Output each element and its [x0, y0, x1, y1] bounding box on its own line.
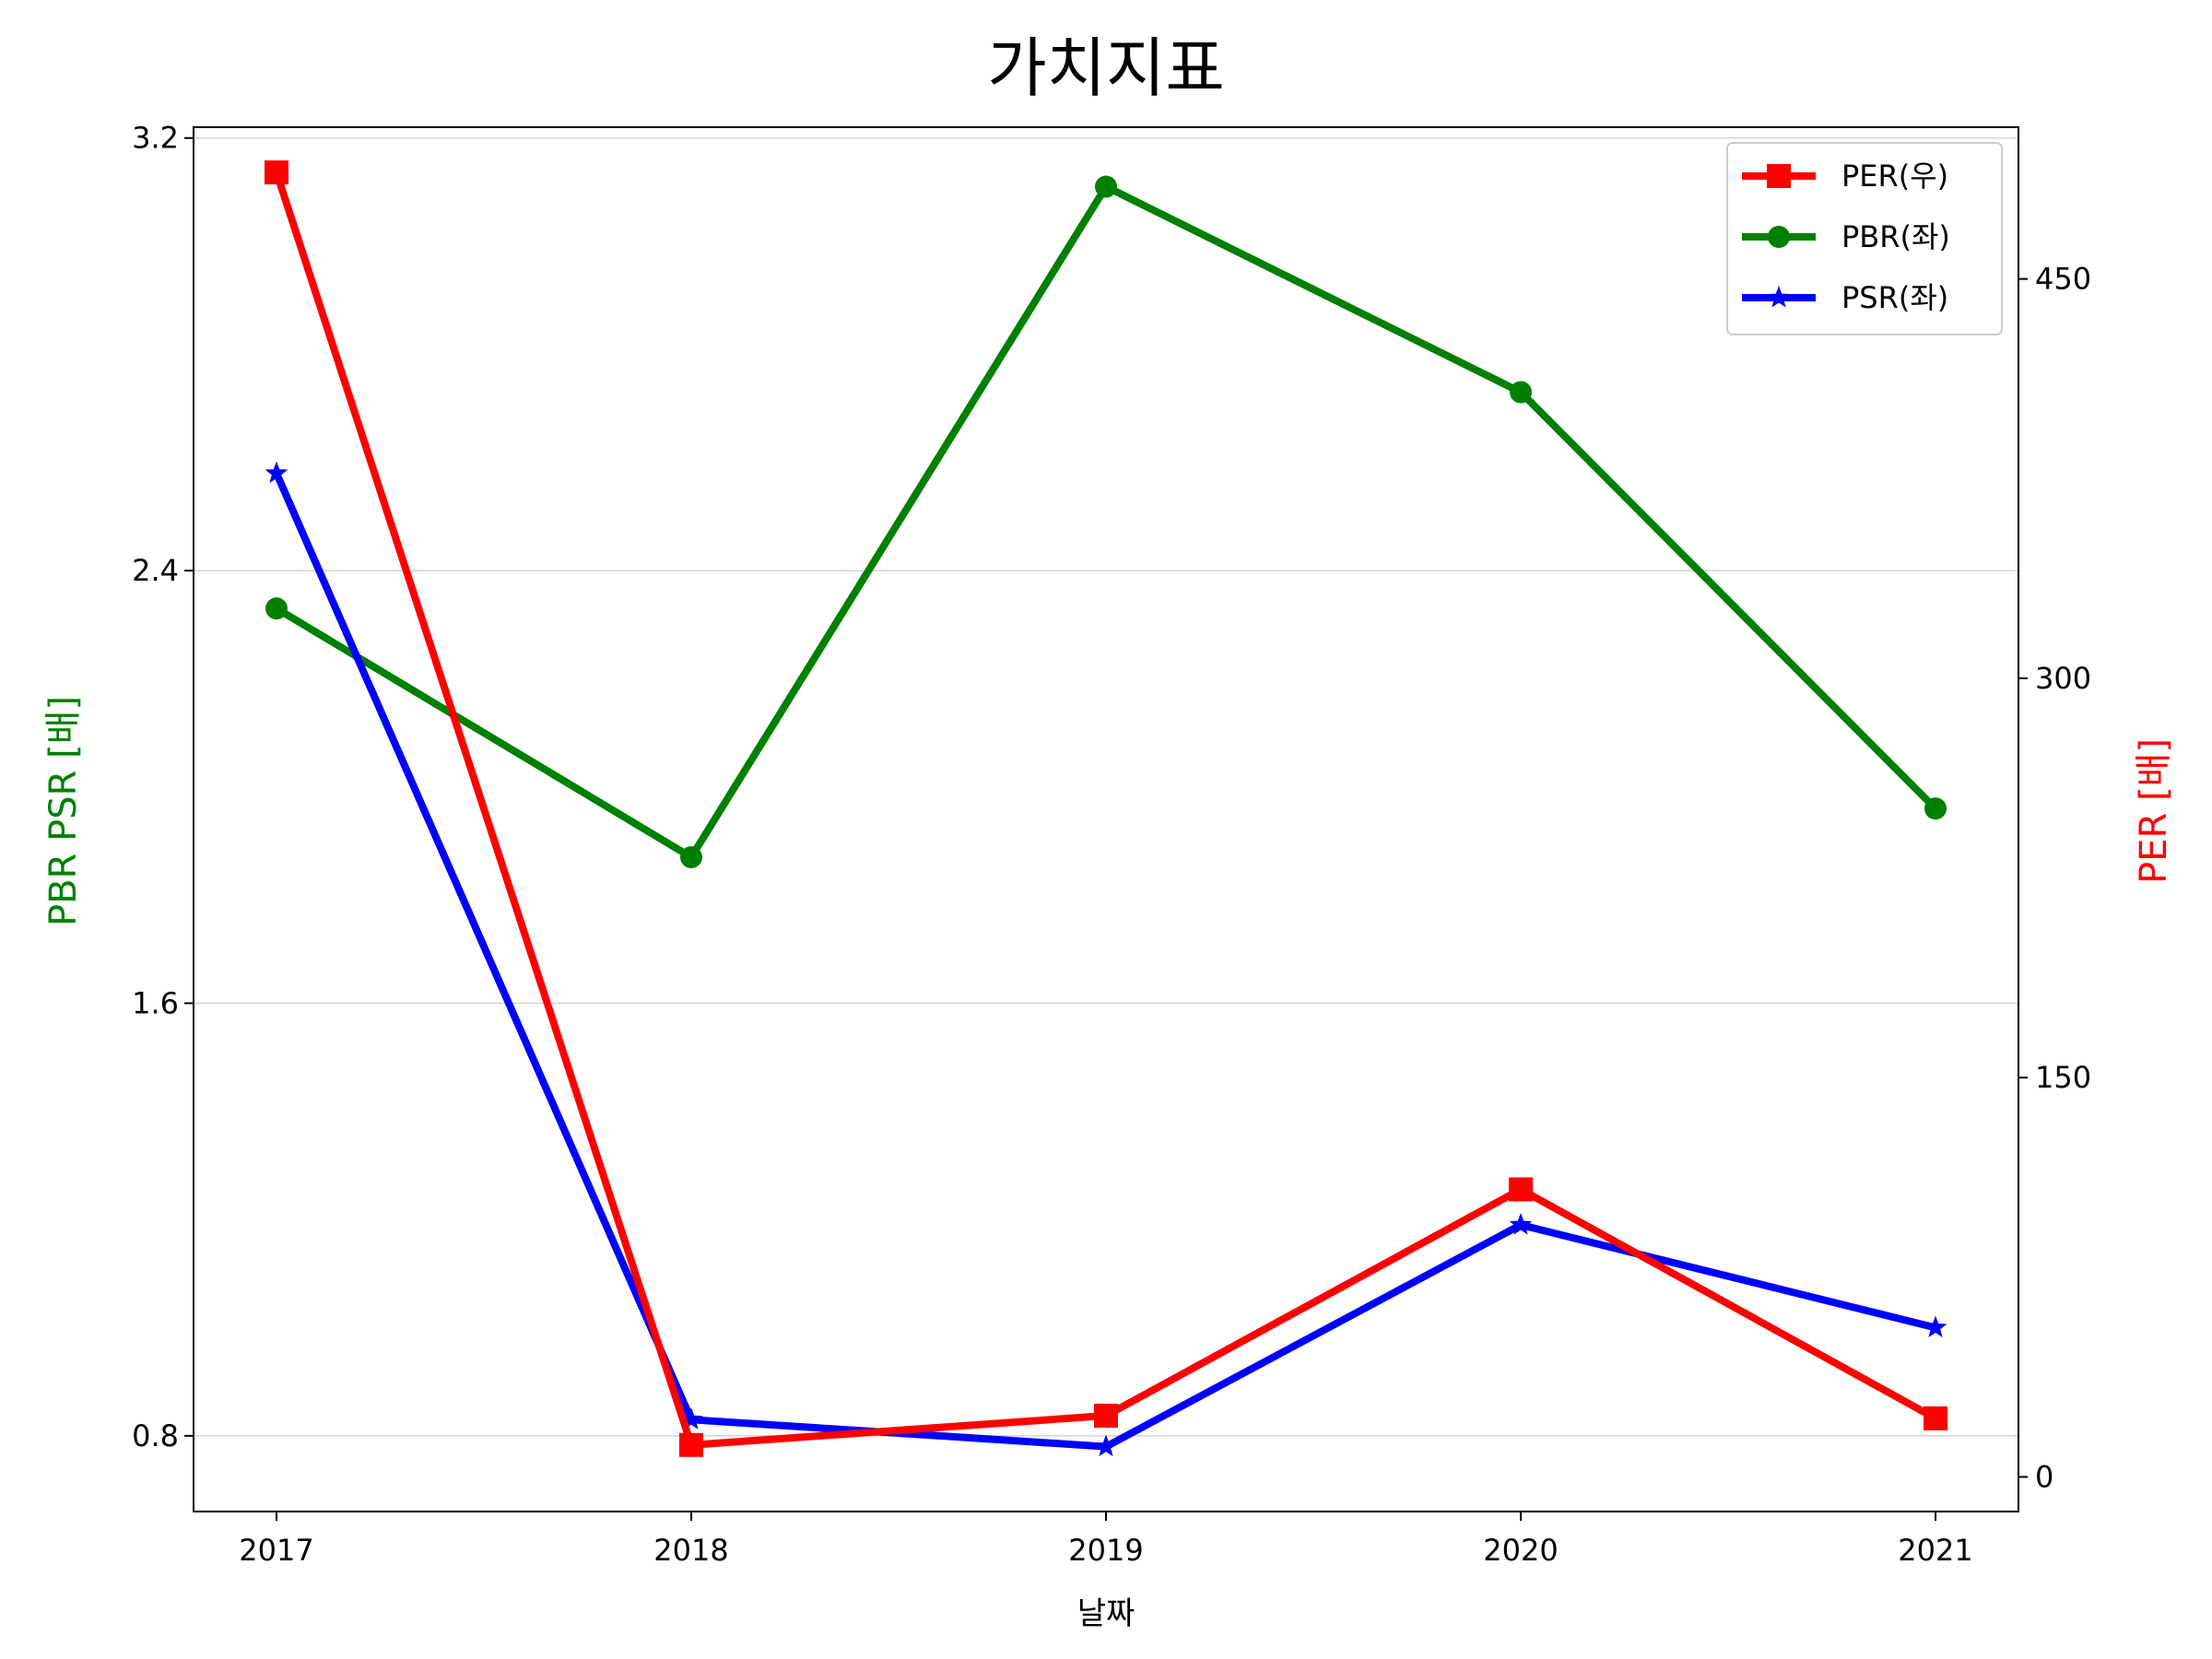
per-point [1509, 1177, 1533, 1202]
psr-line [273, 471, 1936, 1451]
legend: PER(우) PBR(좌) PSR(좌) [1726, 142, 2003, 335]
pbr-point [1924, 797, 1947, 820]
pbr-point [265, 597, 288, 620]
psr-point [265, 461, 288, 483]
legend-swatch-marker [1767, 286, 1791, 308]
y-left-tick-label: 1.6 [132, 985, 179, 1020]
x-tick-label: 2021 [1898, 1533, 1972, 1568]
legend-swatch-marker [1767, 164, 1791, 188]
y-left-tick-label: 2.4 [132, 553, 179, 588]
series-layer [265, 160, 1947, 1457]
psr-point [1924, 1315, 1947, 1337]
legend-item-psr: PSR(좌) [1742, 280, 1948, 315]
legend-box [1726, 142, 2003, 335]
y-right-tick-label: 150 [2035, 1060, 2091, 1095]
pbr-series [265, 175, 1947, 869]
pbr-point [1095, 175, 1117, 198]
legend-label: PER(우) [1841, 159, 1948, 194]
y-axis-label-left: PBR PSR [배] [42, 696, 85, 926]
legend-item-per: PER(우) [1742, 159, 1948, 194]
y-right-tick-label: 300 [2035, 661, 2091, 696]
pbr-line [274, 182, 1938, 862]
legend-swatch-marker [1768, 226, 1790, 248]
x-tick-label: 2020 [1483, 1533, 1558, 1568]
x-tick-label: 2018 [653, 1533, 728, 1568]
x-tick-label: 2019 [1068, 1533, 1143, 1568]
y-right-tick-label: 450 [2035, 262, 2091, 297]
per-point [1094, 1404, 1118, 1429]
per-line [273, 171, 1937, 1449]
y-left-tick-label: 3.2 [132, 121, 179, 156]
x-axis-label: 날짜 [1077, 1595, 1135, 1632]
x-axis: 2017 2018 2019 2020 2021 [239, 1512, 1973, 1568]
psr-series [265, 461, 1947, 1457]
per-point [1924, 1406, 1947, 1430]
psr-point [1094, 1434, 1118, 1457]
legend-label: PSR(좌) [1841, 280, 1948, 315]
y-right-tick-label: 0 [2035, 1459, 2053, 1494]
legend-label: PBR(좌) [1841, 219, 1950, 254]
legend-item-pbr: PBR(좌) [1742, 219, 1950, 254]
pbr-point [680, 846, 702, 869]
y-axis-left: 0.8 1.6 2.4 3.2 [132, 121, 194, 1453]
psr-point [679, 1407, 703, 1430]
per-point [679, 1432, 703, 1457]
y-axis-label-right: PER [배] [2133, 738, 2175, 884]
x-tick-label: 2017 [239, 1533, 313, 1568]
y-left-tick-label: 0.8 [132, 1418, 179, 1453]
pbr-point [1510, 381, 1532, 404]
psr-point [1509, 1213, 1533, 1235]
per-series [265, 160, 1947, 1457]
chart-title: 가치지표 [987, 30, 1225, 106]
per-point [265, 160, 288, 185]
y-axis-right: 0 150 300 450 [2018, 262, 2091, 1494]
